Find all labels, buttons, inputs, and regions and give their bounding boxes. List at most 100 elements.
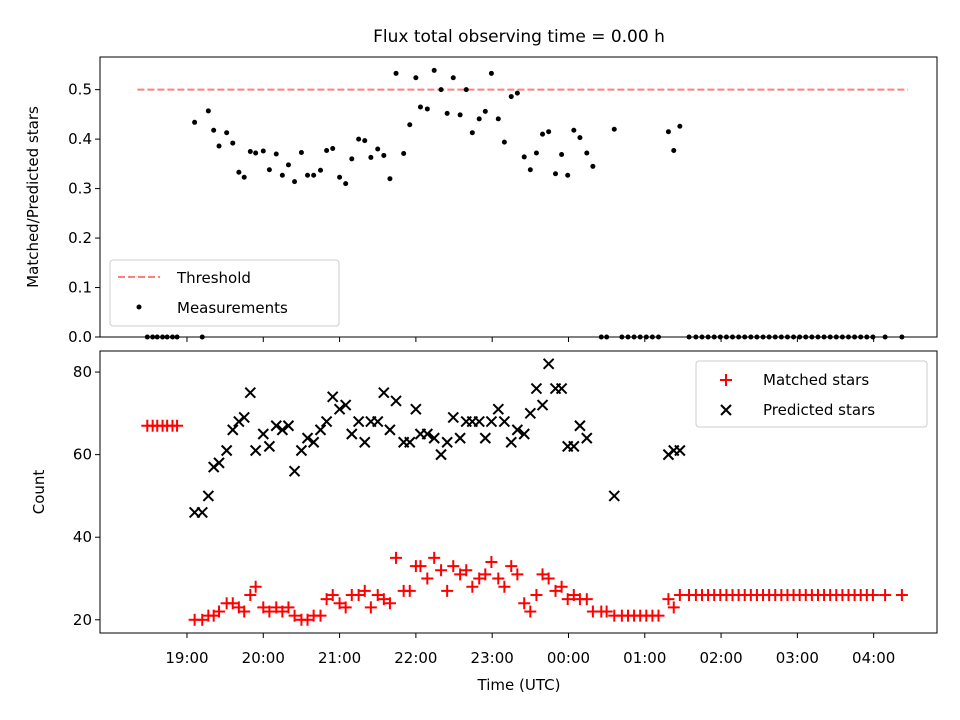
matched-star-point xyxy=(505,560,518,573)
matched-star-point xyxy=(364,601,377,614)
predicted-star-point xyxy=(479,432,492,444)
top-legend-box xyxy=(109,259,340,327)
predicted-star-point xyxy=(447,411,459,424)
measurement-point xyxy=(463,87,469,93)
matched-star-point xyxy=(652,609,665,622)
y-tick-label: 80 xyxy=(73,363,92,381)
matched-star-point xyxy=(421,572,434,585)
measurement-point xyxy=(205,108,211,114)
predicted-star-point xyxy=(220,444,233,457)
measurement-point xyxy=(224,130,230,136)
measurement-point xyxy=(192,119,198,125)
measurement-point xyxy=(677,123,683,129)
predicted-star-point xyxy=(505,436,517,448)
matched-star-point xyxy=(879,589,892,602)
predicted-star-point xyxy=(314,424,327,436)
bottom-panel: 20 40 60 80 19:00 20:00 21:00 22:00 23:00 00:00 0… xyxy=(30,350,938,694)
matched-star-point xyxy=(530,589,543,602)
predicted-star-point xyxy=(249,444,262,457)
predicted-star-point xyxy=(518,428,530,440)
measurement-point xyxy=(393,70,399,76)
matched-star-point xyxy=(460,564,473,577)
matched-star-point xyxy=(390,551,403,564)
legend-threshold-label: Threshold xyxy=(176,269,251,287)
measurement-point xyxy=(236,169,242,175)
y-tick-label: 0.4 xyxy=(68,130,92,148)
y-tick-label: 60 xyxy=(73,446,92,464)
predicted-star-point xyxy=(485,415,498,428)
matched-star-point xyxy=(339,601,352,614)
measurement-point xyxy=(431,67,437,73)
predicted-star-point xyxy=(390,395,402,407)
matched-star-point xyxy=(403,584,416,597)
measurement-point xyxy=(387,176,393,182)
measurement-point xyxy=(305,172,311,178)
predicted-star-point xyxy=(384,424,396,436)
measurement-point xyxy=(488,70,494,76)
matched-star-point xyxy=(377,593,390,606)
predicted-star-point xyxy=(404,436,416,448)
matched-star-point xyxy=(196,613,209,626)
bottom-axes-frame xyxy=(99,350,938,634)
matched-star-point xyxy=(549,584,562,597)
matched-star-point xyxy=(600,605,613,618)
measurement-point xyxy=(401,150,407,156)
predicted-star-point xyxy=(454,432,466,444)
measurement-point xyxy=(514,90,520,96)
measurement-point xyxy=(533,150,539,156)
x-tick-label: 04:00 xyxy=(852,649,895,667)
matched-star-point xyxy=(171,419,184,432)
y-tick-label: 0.5 xyxy=(68,81,92,99)
matched-star-point xyxy=(866,589,879,602)
y-tick-label: 0.2 xyxy=(68,229,92,247)
measurement-point xyxy=(211,127,217,133)
measurement-point xyxy=(413,75,419,81)
matched-star-point xyxy=(213,605,226,618)
predicted-star-point xyxy=(301,432,314,444)
measurement-point xyxy=(417,104,423,110)
matched-star-point xyxy=(895,589,908,602)
measurement-point xyxy=(476,116,482,122)
matched-star-point xyxy=(414,560,427,573)
matched-star-point xyxy=(662,593,675,606)
measurement-point xyxy=(527,167,533,173)
predicted-star-point xyxy=(282,420,295,432)
measurement-point xyxy=(450,75,456,81)
x-tick-label: 19:00 xyxy=(165,649,208,667)
matched-star-point xyxy=(314,609,327,622)
measurement-point xyxy=(611,126,617,132)
predicted-star-point xyxy=(238,411,250,424)
measurement-point xyxy=(298,149,304,155)
x-tick-label: 01:00 xyxy=(623,649,666,667)
top-y-axis: 0.0 0.1 0.2 0.3 0.4 0.5 xyxy=(68,81,100,346)
matched-star-point xyxy=(542,572,555,585)
matched-star-point xyxy=(249,580,262,593)
measurement-point xyxy=(279,172,285,178)
measurement-point xyxy=(273,151,279,157)
matched-star-point xyxy=(667,601,680,614)
top-x-axis xyxy=(186,337,875,342)
predicted-star-point xyxy=(263,440,276,453)
measurement-point xyxy=(508,94,514,100)
top-legend: Threshold Measurements xyxy=(109,259,340,327)
matched-star-point xyxy=(352,589,365,602)
matched-star-point xyxy=(524,605,537,618)
predicted-star-point xyxy=(674,444,686,457)
y-tick-label: 0.0 xyxy=(68,328,92,346)
matched-star-point xyxy=(518,597,531,610)
legend-measurements-dot-icon xyxy=(136,304,142,310)
matched-star-point xyxy=(238,605,251,618)
predicted-star-point xyxy=(276,424,289,436)
matched-star-point xyxy=(511,568,524,581)
measurement-point xyxy=(292,179,298,185)
measurement-point xyxy=(362,138,368,144)
bottom-y-axis: 20 40 60 80 xyxy=(73,363,100,629)
predicted-star-point xyxy=(213,457,225,469)
predicted-star-point xyxy=(202,490,215,502)
predicted-star-point xyxy=(574,420,586,432)
x-axis-label: Time (UTC) xyxy=(477,676,561,694)
measurement-point xyxy=(260,148,266,154)
matched-star-point xyxy=(492,572,505,585)
matched-star-point xyxy=(561,593,574,606)
x-tick-label: 02:00 xyxy=(699,649,742,667)
